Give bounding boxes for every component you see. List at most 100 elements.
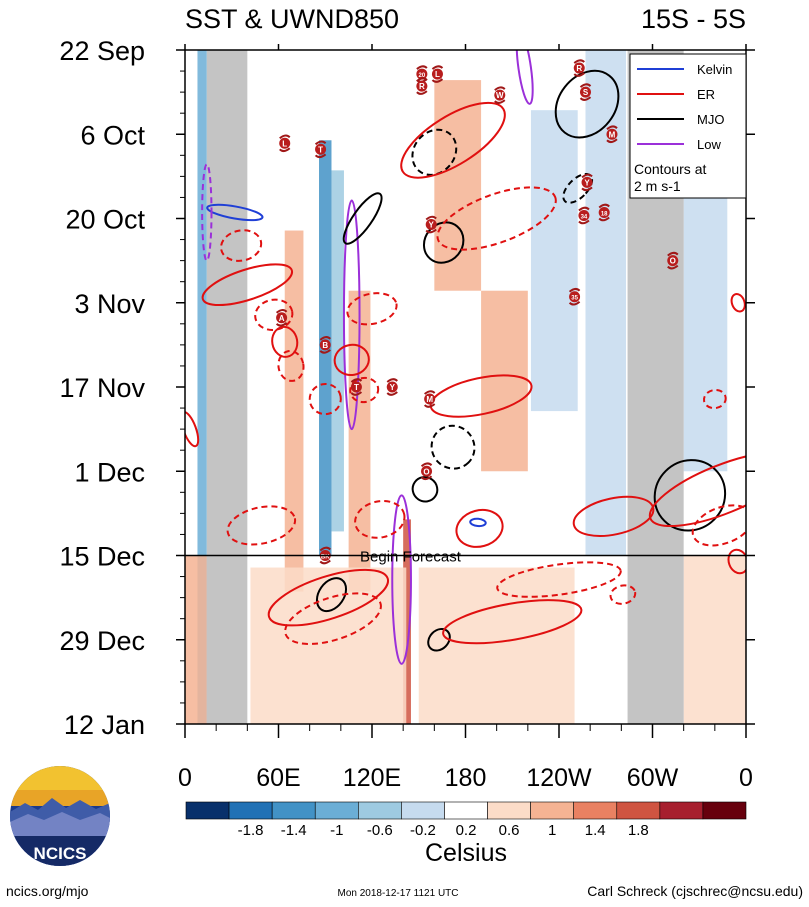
storm-icon (350, 381, 362, 393)
forecast-label: Begin Forecast (360, 549, 462, 566)
low-contour-3 (342, 199, 361, 431)
y-tick-label: 20 Oct (65, 205, 145, 235)
er-contour-39 (442, 599, 583, 645)
storm-label: Y (390, 383, 396, 392)
y-tick-label: 17 Nov (59, 373, 145, 403)
colorbar-swatch-6 (444, 801, 488, 820)
er-contour-24 (333, 343, 370, 377)
colorbar-label: Celsius (425, 839, 507, 867)
storm-symbol-11: 18 (598, 203, 610, 222)
legend-label-er: ER (697, 87, 715, 102)
colorbar-swatch-8 (530, 801, 574, 820)
er-contour-23 (277, 349, 305, 382)
storm-arm-icon (667, 251, 679, 270)
mjo-contour-6 (342, 192, 383, 245)
x-tick-label: 60W (627, 764, 679, 792)
storm-arm-icon (423, 390, 436, 408)
low-contour-4 (391, 494, 412, 665)
storm-arm-icon (319, 336, 331, 354)
colorbar: -1.8 -1.4 -1 -0.6 -0.2 0.2 0.6 1 1.4 1.8 (185, 801, 747, 839)
storm-arm-icon (568, 287, 581, 306)
storm-symbol-1: L (431, 65, 444, 83)
colorbar-swatch-3 (314, 801, 359, 820)
storm-symbol-18: Y (386, 378, 398, 396)
sst-anomaly-band-5 (403, 519, 411, 724)
storm-label: A (279, 314, 285, 323)
mjo-contour-9 (430, 424, 476, 470)
storm-icon (416, 80, 428, 92)
storm-arm-icon (573, 59, 585, 77)
storm-label: Y (429, 221, 435, 230)
storm-arm-icon (279, 134, 291, 153)
kelvin-contour-1 (469, 517, 487, 528)
sst-anomaly-band-7 (481, 290, 528, 472)
y-tick-label: 15 Dec (59, 542, 145, 572)
er-contour-40 (609, 584, 637, 605)
sst-anomaly-band-4 (348, 290, 371, 592)
legend-label-mjo: MJO (697, 112, 724, 127)
colorbar-swatch-12 (702, 801, 747, 820)
colorbar-swatch-4 (358, 801, 402, 820)
x-tick-label: 120E (343, 764, 401, 792)
storm-label: BK (321, 555, 330, 561)
colorbar-tick-label: 1.8 (628, 822, 649, 839)
storm-symbol-5: S (579, 83, 592, 101)
mjo-contour-10 (411, 476, 439, 503)
colorbar-tick-label: 0.6 (499, 822, 520, 839)
y-tick-label: 12 Jan (64, 710, 145, 740)
er-contour-33 (226, 505, 297, 546)
storm-label: L (282, 139, 287, 148)
storm-icon (315, 143, 327, 155)
er-contour-16 (400, 101, 506, 179)
storm-symbol-13: O (667, 251, 679, 270)
sst-anomaly-band-14 (418, 567, 575, 724)
storm-icon (578, 209, 590, 221)
colorbar-tick-label: -1.4 (281, 822, 307, 839)
storm-label: M (609, 130, 616, 139)
storm-label: M (426, 395, 433, 404)
storm-symbol-3: W (494, 86, 506, 104)
mjo-contour-15 (427, 627, 451, 652)
legend-note-line-1: Contours at (634, 161, 706, 177)
er-contour-18 (220, 229, 263, 262)
storm-arm-icon (416, 77, 428, 95)
storm-icon (424, 393, 436, 405)
storm-icon (425, 219, 437, 231)
storm-icon (431, 68, 443, 80)
legend: Kelvin ER MJO Low Contours at 2 m s-1 (629, 53, 747, 199)
axes: 0 60E 120E 180 120W 60W 0 22 Sep 6 Oct 20 Oct 3 No… (59, 36, 755, 792)
colorbar-tick-label: -1.8 (238, 822, 264, 839)
storm-arm-icon (581, 173, 593, 192)
storm-symbol-2: R (416, 77, 428, 95)
mjo-contour-8 (422, 221, 465, 264)
storm-label: 20 (419, 73, 426, 79)
footer-timestamp: Mon 2018-12-17 1121 UTC (338, 888, 459, 899)
storm-label: Y (584, 178, 590, 187)
storm-symbol-7: L (279, 134, 291, 153)
er-contour-28 (185, 411, 200, 448)
er-contour-36 (284, 592, 382, 645)
sst-anomaly-band-0 (197, 50, 207, 724)
y-tick-label: 22 Sep (59, 36, 145, 66)
storm-arm-icon (386, 378, 398, 396)
storm-icon (319, 339, 331, 351)
er-contour-20 (254, 298, 294, 331)
er-contour-17 (436, 186, 557, 251)
storm-symbol-14: 35 (568, 287, 581, 306)
storm-arm-icon (350, 378, 363, 396)
sst-anomaly-band-11 (683, 555, 746, 724)
y-tick-label: 1 Dec (74, 457, 145, 487)
colorbar-swatch-10 (616, 801, 661, 820)
mjo-contour-13 (653, 459, 727, 532)
er-contour-37 (267, 568, 390, 627)
storm-arm-icon (425, 215, 437, 234)
colorbar-swatch-7 (487, 801, 531, 820)
storm-icon (421, 465, 433, 477)
colorbar-swatch-11 (659, 801, 704, 820)
forecast-marker: Begin Forecast (185, 549, 746, 566)
chart-title: SST & UWND850 (185, 4, 399, 34)
storm-icon (569, 291, 581, 303)
colorbar-swatch-1 (228, 801, 273, 820)
storm-label: B (322, 341, 328, 350)
